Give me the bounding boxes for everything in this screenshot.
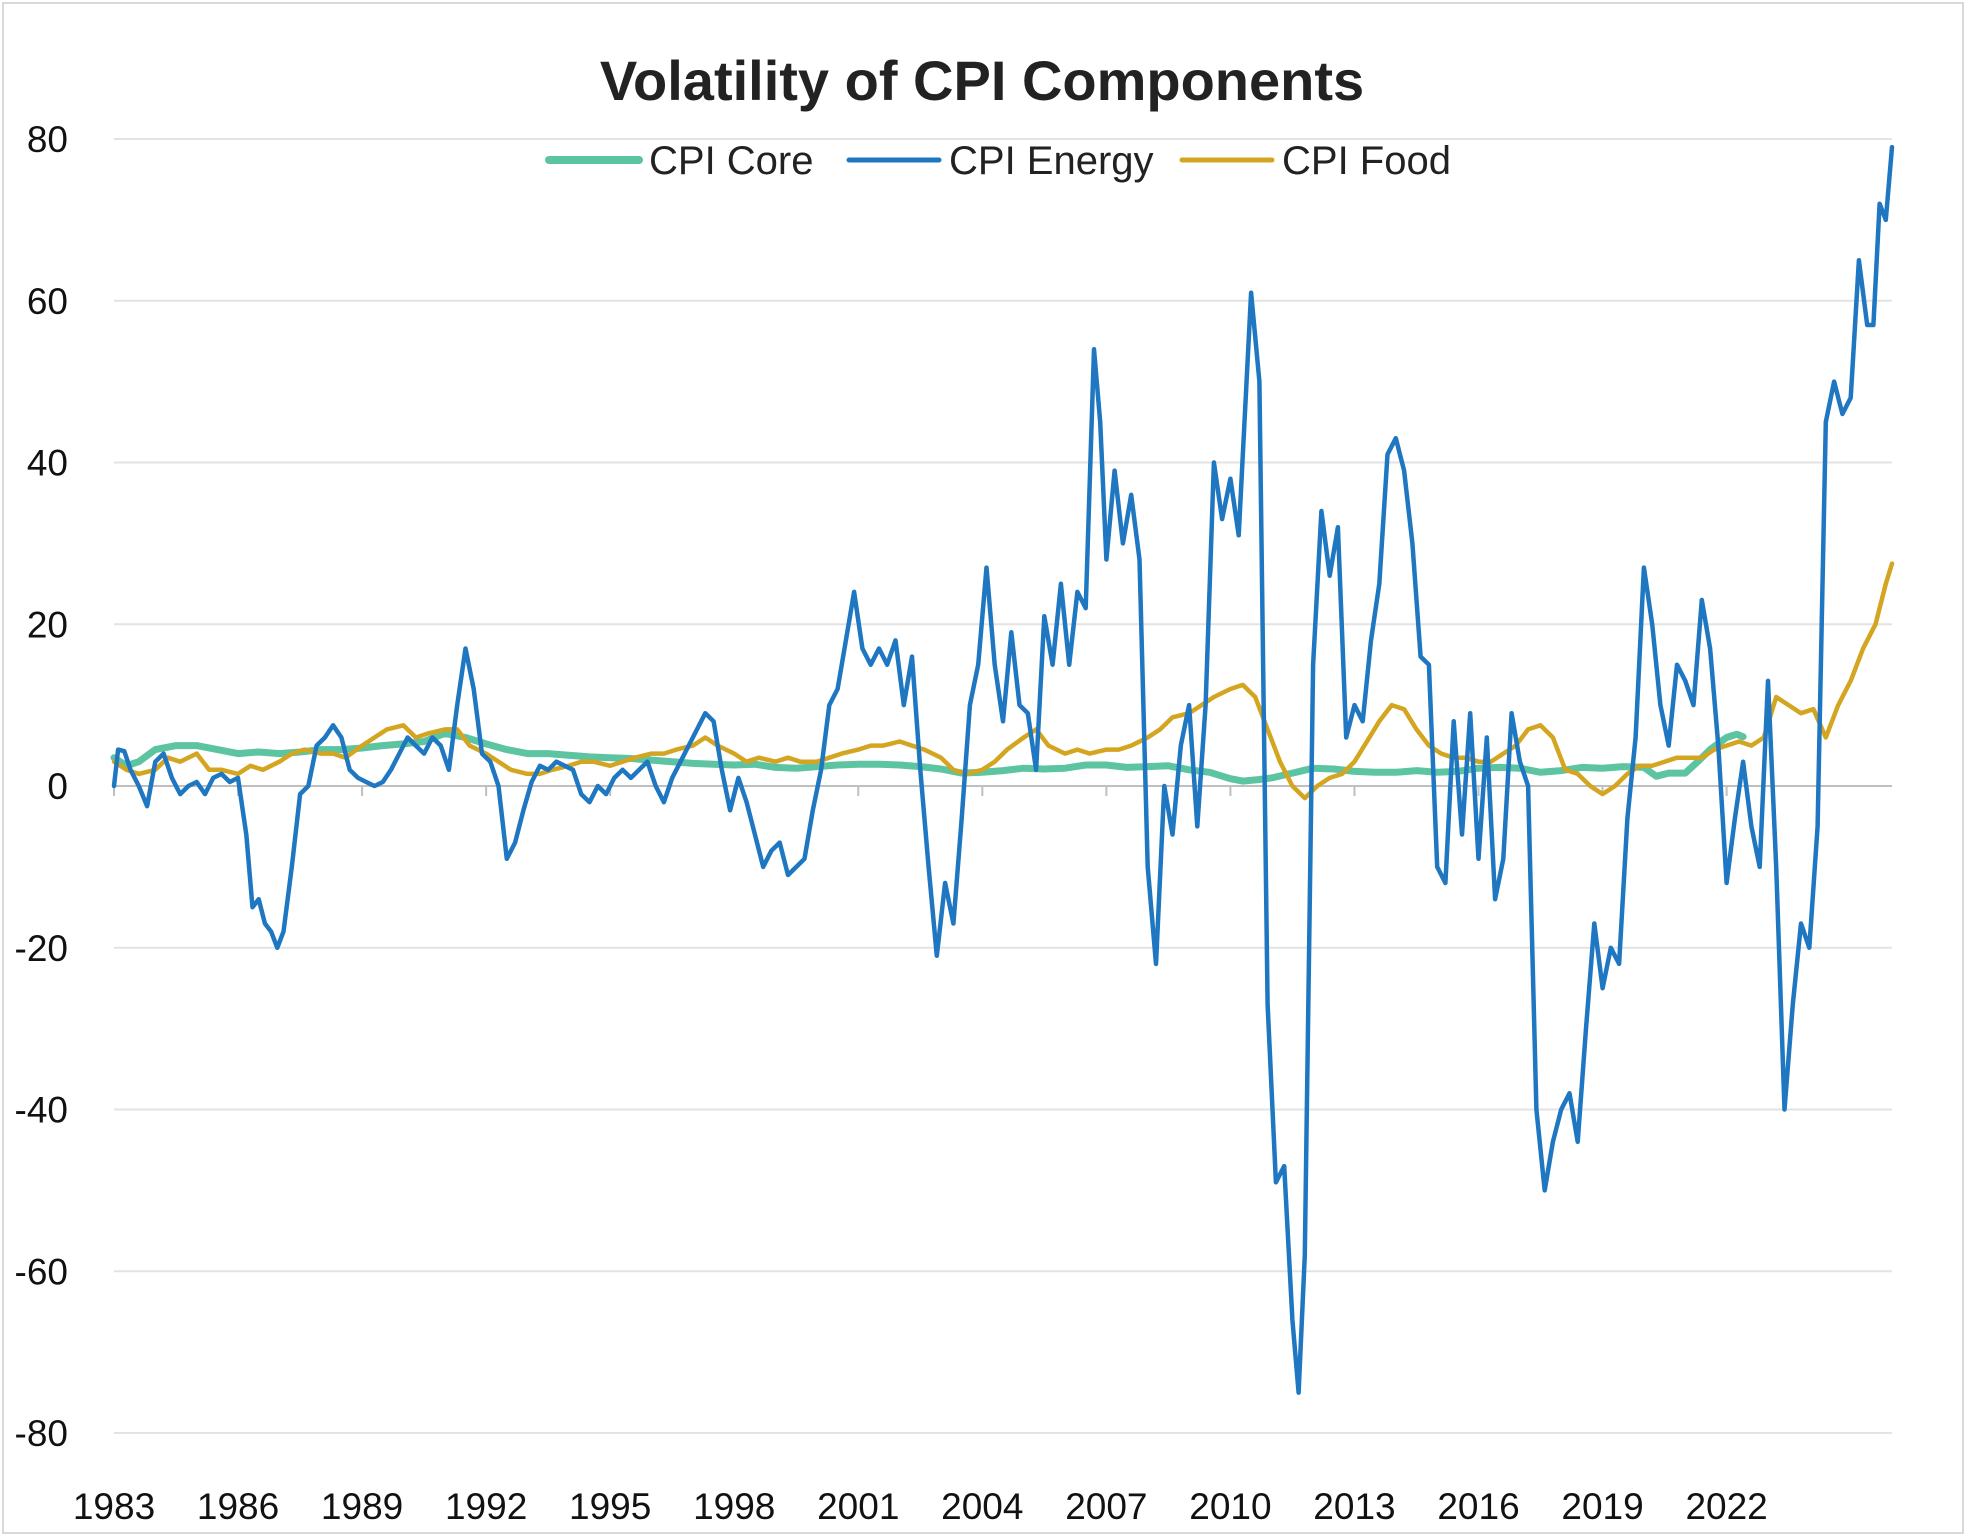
legend: CPI Core CPI Energy CPI Food bbox=[545, 139, 1451, 183]
series-line-cpi-energy bbox=[111, 144, 1895, 1395]
y-tick-label: 0 bbox=[47, 766, 68, 807]
y-tick-label: -80 bbox=[15, 1413, 68, 1454]
x-tick-label: 1992 bbox=[445, 1486, 527, 1527]
legend-label-cpi-food: CPI Food bbox=[1282, 139, 1451, 183]
legend-label-cpi-core: CPI Core bbox=[649, 139, 814, 183]
y-tick-label: -60 bbox=[15, 1251, 68, 1292]
y-tick-label: 40 bbox=[27, 443, 68, 484]
line-chart: Volatility of CPI Components 80 60 40 20 0 -2… bbox=[15, 49, 1895, 1527]
y-tick-label: 60 bbox=[27, 281, 68, 322]
x-tick-label: 2004 bbox=[941, 1486, 1023, 1527]
x-axis-ticks: 1983 1986 1989 1992 1995 1998 2001 2004 2007 2010… bbox=[73, 786, 1768, 1527]
series-lines bbox=[110, 144, 1895, 1395]
x-tick-label: 2010 bbox=[1189, 1486, 1271, 1527]
legend-label-cpi-energy: CPI Energy bbox=[949, 139, 1154, 183]
y-tick-label: -20 bbox=[15, 928, 68, 969]
chart-title: Volatility of CPI Components bbox=[600, 49, 1364, 112]
x-tick-label: 1989 bbox=[321, 1486, 403, 1527]
x-tick-label: 2007 bbox=[1065, 1486, 1147, 1527]
series-line-cpi-food bbox=[111, 561, 1895, 801]
x-tick-label: 2001 bbox=[817, 1486, 899, 1527]
x-tick-label: 1983 bbox=[73, 1486, 155, 1527]
y-tick-label: 20 bbox=[27, 604, 68, 645]
x-tick-label: 1995 bbox=[569, 1486, 651, 1527]
y-tick-label: -40 bbox=[15, 1090, 68, 1131]
x-tick-label: 2013 bbox=[1313, 1486, 1395, 1527]
x-tick-label: 2019 bbox=[1561, 1486, 1643, 1527]
x-tick-label: 2016 bbox=[1437, 1486, 1519, 1527]
y-tick-label: 80 bbox=[27, 119, 68, 160]
grid-lines bbox=[114, 138, 1892, 1434]
x-tick-label: 2022 bbox=[1685, 1486, 1767, 1527]
x-tick-label: 1998 bbox=[693, 1486, 775, 1527]
x-tick-label: 1986 bbox=[197, 1486, 279, 1527]
y-axis-ticks: 80 60 40 20 0 -20 -40 -60 -80 bbox=[15, 119, 68, 1454]
